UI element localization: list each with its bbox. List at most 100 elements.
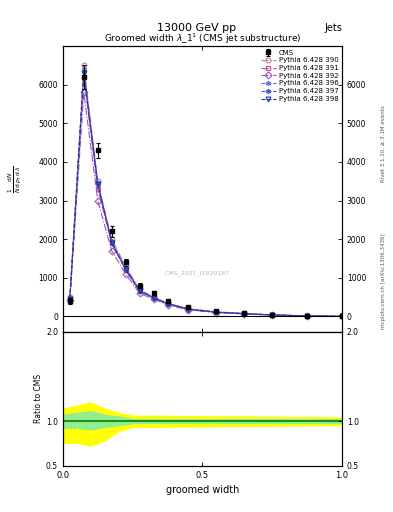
- Pythia 6.428 398: [137, 288, 142, 294]
- Pythia 6.428 397: [109, 239, 114, 245]
- Pythia 6.428 398: [151, 295, 156, 301]
- Pythia 6.428 391: [305, 313, 309, 319]
- Pythia 6.428 392: [68, 297, 72, 303]
- Pythia 6.428 397: [123, 266, 128, 272]
- Pythia 6.428 398: [95, 181, 100, 187]
- Pythia 6.428 390: [123, 263, 128, 269]
- Text: mcplots.cern.ch [arXiv:1306.3436]: mcplots.cern.ch [arXiv:1306.3436]: [381, 234, 386, 329]
- Pythia 6.428 391: [214, 309, 219, 315]
- Pythia 6.428 397: [270, 312, 275, 318]
- Pythia 6.428 397: [68, 295, 72, 302]
- Pythia 6.428 396: [123, 265, 128, 271]
- Pythia 6.428 390: [137, 286, 142, 292]
- Pythia 6.428 398: [242, 311, 247, 317]
- Pythia 6.428 391: [95, 186, 100, 192]
- Line: Pythia 6.428 397: Pythia 6.428 397: [68, 69, 344, 319]
- Pythia 6.428 390: [151, 294, 156, 300]
- Pythia 6.428 390: [270, 312, 275, 318]
- Line: Pythia 6.428 398: Pythia 6.428 398: [68, 71, 344, 319]
- Pythia 6.428 392: [340, 313, 344, 319]
- Pythia 6.428 397: [81, 68, 86, 74]
- Pythia 6.428 390: [68, 294, 72, 300]
- Pythia 6.428 397: [214, 309, 219, 315]
- Pythia 6.428 391: [165, 301, 170, 307]
- Pythia 6.428 390: [95, 178, 100, 184]
- Pythia 6.428 396: [109, 238, 114, 244]
- Pythia 6.428 391: [81, 74, 86, 80]
- Pythia 6.428 398: [214, 309, 219, 315]
- Pythia 6.428 397: [95, 180, 100, 186]
- Pythia 6.428 392: [165, 302, 170, 308]
- Text: CMS_2021_I1920187: CMS_2021_I1920187: [164, 271, 229, 276]
- Pythia 6.428 392: [242, 311, 247, 317]
- Pythia 6.428 391: [123, 267, 128, 273]
- Text: 13000 GeV pp: 13000 GeV pp: [157, 23, 236, 33]
- Pythia 6.428 397: [340, 313, 344, 319]
- Line: Pythia 6.428 392: Pythia 6.428 392: [68, 90, 344, 319]
- Legend: CMS, Pythia 6.428 390, Pythia 6.428 391, Pythia 6.428 392, Pythia 6.428 396, Pyt: CMS, Pythia 6.428 390, Pythia 6.428 391,…: [259, 48, 340, 104]
- Pythia 6.428 398: [68, 295, 72, 302]
- Pythia 6.428 390: [214, 309, 219, 315]
- Pythia 6.428 391: [109, 240, 114, 246]
- Title: Groomed width $\lambda\_1^1$ (CMS jet substructure): Groomed width $\lambda\_1^1$ (CMS jet su…: [104, 32, 301, 46]
- Pythia 6.428 392: [186, 307, 191, 313]
- Text: Rivet 3.1.10, ≥ 3.1M events: Rivet 3.1.10, ≥ 3.1M events: [381, 105, 386, 182]
- Pythia 6.428 391: [68, 296, 72, 302]
- Pythia 6.428 397: [186, 306, 191, 312]
- Pythia 6.428 392: [109, 248, 114, 254]
- Pythia 6.428 390: [81, 62, 86, 69]
- Pythia 6.428 398: [186, 306, 191, 312]
- Pythia 6.428 390: [340, 313, 344, 319]
- Pythia 6.428 392: [305, 313, 309, 319]
- Pythia 6.428 390: [305, 313, 309, 319]
- Pythia 6.428 396: [68, 295, 72, 301]
- Line: Pythia 6.428 396: Pythia 6.428 396: [68, 67, 344, 319]
- Pythia 6.428 396: [95, 182, 100, 188]
- Pythia 6.428 396: [81, 66, 86, 72]
- Text: $\frac{1}{N}\frac{\mathrm{d}N}{\mathrm{d}\,p_T\,\mathrm{d}\,\lambda}$: $\frac{1}{N}\frac{\mathrm{d}N}{\mathrm{d…: [7, 165, 24, 193]
- Pythia 6.428 396: [242, 310, 247, 316]
- Line: Pythia 6.428 391: Pythia 6.428 391: [68, 75, 344, 319]
- Pythia 6.428 391: [270, 312, 275, 318]
- Pythia 6.428 390: [186, 306, 191, 312]
- Pythia 6.428 397: [165, 301, 170, 307]
- Pythia 6.428 396: [186, 306, 191, 312]
- Pythia 6.428 392: [137, 290, 142, 296]
- Pythia 6.428 391: [242, 311, 247, 317]
- Pythia 6.428 398: [109, 240, 114, 246]
- Pythia 6.428 390: [109, 236, 114, 242]
- Pythia 6.428 391: [340, 313, 344, 319]
- Pythia 6.428 398: [165, 301, 170, 307]
- Pythia 6.428 392: [151, 296, 156, 302]
- X-axis label: groomed width: groomed width: [166, 485, 239, 495]
- Pythia 6.428 392: [95, 198, 100, 204]
- Pythia 6.428 391: [137, 288, 142, 294]
- Pythia 6.428 396: [151, 294, 156, 301]
- Pythia 6.428 396: [305, 313, 309, 319]
- Pythia 6.428 392: [214, 310, 219, 316]
- Pythia 6.428 397: [242, 311, 247, 317]
- Pythia 6.428 398: [270, 312, 275, 318]
- Pythia 6.428 398: [305, 313, 309, 319]
- Pythia 6.428 390: [165, 300, 170, 306]
- Pythia 6.428 396: [137, 287, 142, 293]
- Y-axis label: Ratio to CMS: Ratio to CMS: [34, 374, 43, 423]
- Pythia 6.428 396: [340, 313, 344, 319]
- Pythia 6.428 398: [340, 313, 344, 319]
- Line: Pythia 6.428 390: Pythia 6.428 390: [68, 63, 344, 319]
- Pythia 6.428 391: [151, 295, 156, 301]
- Text: Jets: Jets: [324, 23, 342, 33]
- Pythia 6.428 397: [305, 313, 309, 319]
- Pythia 6.428 396: [214, 309, 219, 315]
- Pythia 6.428 396: [270, 312, 275, 318]
- Pythia 6.428 392: [123, 271, 128, 277]
- Pythia 6.428 397: [151, 295, 156, 301]
- Pythia 6.428 398: [123, 267, 128, 273]
- Pythia 6.428 397: [137, 288, 142, 294]
- Pythia 6.428 396: [165, 300, 170, 306]
- Pythia 6.428 391: [186, 307, 191, 313]
- Pythia 6.428 392: [81, 90, 86, 96]
- Pythia 6.428 392: [270, 312, 275, 318]
- Pythia 6.428 398: [81, 70, 86, 76]
- Pythia 6.428 390: [242, 310, 247, 316]
